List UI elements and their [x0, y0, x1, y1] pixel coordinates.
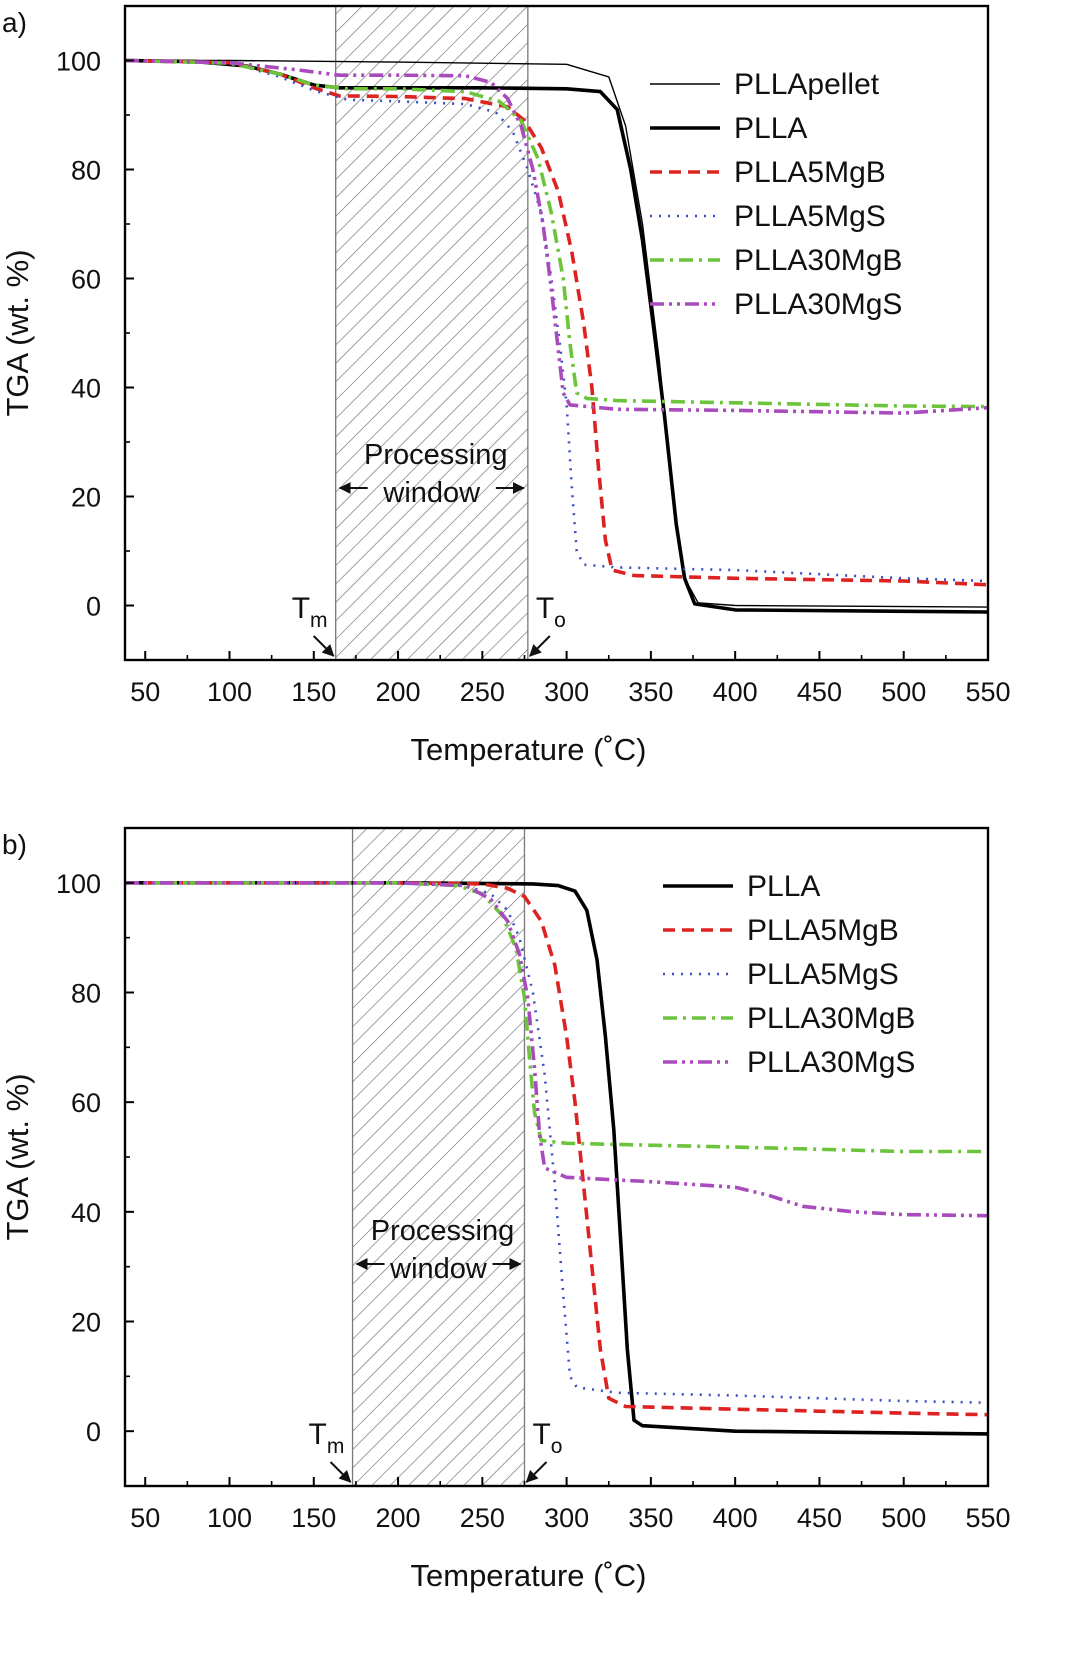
series-line-plla30mgs	[125, 881, 988, 1218]
y-tick-label: 100	[56, 47, 101, 77]
legend-label-pllapellet: PLLApellet	[734, 68, 880, 101]
processing-window-region	[351, 827, 526, 1487]
legend-label-plla30mgb: PLLA30MgB	[747, 1002, 915, 1035]
legend-label-plla: PLLA	[734, 112, 807, 145]
x-tick-label: 150	[291, 1503, 336, 1533]
x-tick-label: 500	[881, 1503, 926, 1533]
legend-label-plla: PLLA	[747, 870, 820, 903]
y-tick-label: 60	[71, 1088, 101, 1118]
temperature-marker-label: To	[536, 592, 566, 632]
processing-window-label: window	[389, 1253, 488, 1285]
y-tick-label: 20	[71, 1308, 101, 1338]
chart-panel-a: a) 50 100 150 200 250 300 350 400 450 500 550 0 20 40 6…	[0, 4, 1011, 767]
x-tick-label: 100	[207, 1503, 252, 1533]
y-tick-label: 0	[86, 592, 101, 622]
x-tick-label: 400	[713, 1503, 758, 1533]
series-group	[125, 58, 988, 614]
x-tick-label: 350	[628, 1503, 673, 1533]
legend-label-plla5mgs: PLLA5MgS	[734, 200, 886, 233]
temperature-marker-subscript: o	[551, 1435, 563, 1458]
processing-window-region	[335, 5, 529, 661]
x-tick-label: 350	[628, 677, 673, 707]
legend-label-plla30mgs: PLLA30MgS	[747, 1046, 915, 1079]
series-group	[125, 881, 988, 1436]
series-line-plla	[125, 881, 988, 1436]
temperature-marker-label: Tm	[309, 1418, 345, 1458]
processing-window-label: Processing	[371, 1215, 514, 1247]
x-tick-label: 300	[544, 677, 589, 707]
temperature-marker-label: To	[532, 1418, 562, 1458]
to-arrow	[525, 1461, 548, 1483]
series-line-plla30mgb	[125, 881, 988, 1154]
y-tick-label: 80	[71, 156, 101, 186]
y-tick-label: 0	[86, 1417, 101, 1447]
legend: PLLA PLLA5MgB PLLA5MgS PLLA30MgB PLLA30MgS	[663, 870, 915, 1079]
x-tick-label: 300	[544, 1503, 589, 1533]
temperature-marker-label: Tm	[292, 592, 328, 632]
tm-arrow	[329, 1461, 352, 1483]
x-tick-label: 400	[713, 677, 758, 707]
y-axis-title: TGA (wt. %)	[0, 1073, 35, 1240]
x-tick-label: 250	[460, 677, 505, 707]
y-tick-label: 40	[71, 374, 101, 404]
panel-label: b)	[2, 829, 27, 860]
x-tick-label: 100	[207, 677, 252, 707]
y-axis-title: TGA (wt. %)	[0, 249, 35, 416]
legend: PLLApellet PLLA PLLA5MgB PLLA5MgS PLLA30MgB P…	[650, 68, 902, 321]
x-tick-label: 450	[797, 677, 842, 707]
y-tick-label: 60	[71, 265, 101, 295]
to-arrow	[529, 635, 551, 657]
chart-panel-b: b) 50 100 150 200 250 300 350 400 450 500 550 0 20 40 6…	[0, 826, 1011, 1593]
temperature-marker-subscript: m	[310, 609, 328, 632]
y-tick-label: 100	[56, 869, 101, 899]
x-tick-label: 250	[460, 1503, 505, 1533]
x-axis-title: Temperature (˚C)	[411, 1558, 647, 1593]
y-tick-label: 80	[71, 979, 101, 1009]
x-tick-label: 200	[376, 677, 421, 707]
x-tick-label: 150	[291, 677, 336, 707]
processing-window-label: window	[382, 477, 481, 509]
x-tick-label: 550	[965, 677, 1010, 707]
legend-label-plla5mgb: PLLA5MgB	[734, 156, 886, 189]
panel-label: a)	[2, 7, 27, 38]
temperature-marker-subscript: o	[554, 609, 566, 632]
x-tick-label: 50	[130, 677, 160, 707]
x-tick-label: 50	[130, 1503, 160, 1533]
x-tick-label: 200	[376, 1503, 421, 1533]
temperature-marker-subscript: m	[327, 1435, 345, 1458]
series-line-plla30mgs	[125, 58, 988, 415]
legend-label-plla5mgb: PLLA5MgB	[747, 914, 899, 947]
tm-arrow	[312, 635, 335, 657]
series-line-plla30mgb	[125, 58, 988, 409]
x-axis-title: Temperature (˚C)	[411, 732, 647, 767]
x-tick-label: 550	[965, 1503, 1010, 1533]
legend-label-plla5mgs: PLLA5MgS	[747, 958, 899, 991]
legend-label-plla30mgs: PLLA30MgS	[734, 288, 902, 321]
y-tick-label: 40	[71, 1198, 101, 1228]
legend-label-plla30mgb: PLLA30MgB	[734, 244, 902, 277]
y-tick-label: 20	[71, 483, 101, 513]
x-tick-label: 500	[881, 677, 926, 707]
series-line-plla5mgb	[125, 881, 988, 1417]
x-tick-label: 450	[797, 1503, 842, 1533]
series-line-plla5mgb	[125, 58, 988, 587]
processing-window-label: Processing	[364, 439, 507, 471]
